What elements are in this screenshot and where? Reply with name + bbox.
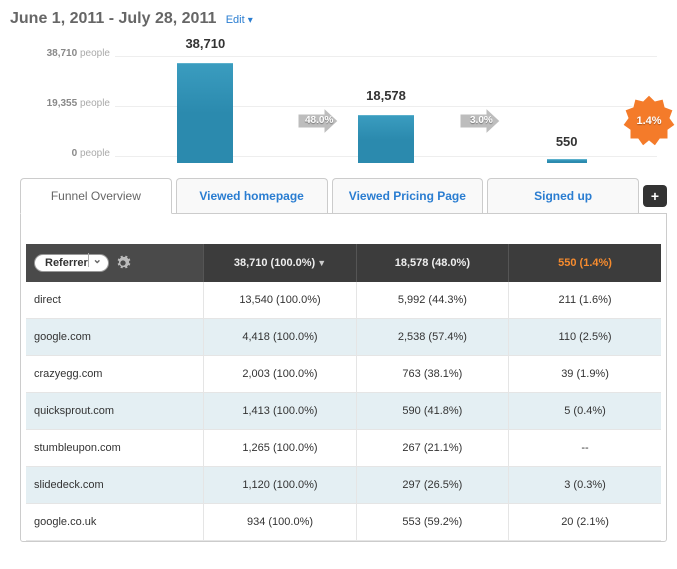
metric-cell: 1,265 (100.0%) (204, 430, 356, 467)
y-tick-num: 38,710 (47, 48, 78, 59)
metric-cell: 1,413 (100.0%) (204, 393, 356, 430)
y-tick-suffix: people (80, 98, 110, 109)
metric-cell: 763 (38.1%) (356, 356, 508, 393)
tab-funnel-overview[interactable]: Funnel Overview (20, 178, 172, 214)
arrow-label: 3.0% (470, 115, 493, 126)
add-tab-label: + (651, 188, 659, 204)
tab-label: Viewed homepage (199, 189, 303, 203)
edit-link[interactable]: Edit ▾ (226, 14, 253, 26)
bar-label: 18,578 (298, 88, 475, 103)
table-row: slidedeck.com1,120 (100.0%)297 (26.5%)3 … (26, 467, 661, 504)
add-tab-button[interactable]: + (643, 185, 667, 207)
col-header-step1[interactable]: 38,710 (100.0%)▼ (204, 244, 356, 282)
metric-cell: -- (509, 430, 661, 467)
gear-icon[interactable] (115, 255, 131, 271)
metric-cell: 267 (21.1%) (356, 430, 508, 467)
table-row: quicksprout.com1,413 (100.0%)590 (41.8%)… (26, 393, 661, 430)
metric-cell: 5 (0.4%) (509, 393, 661, 430)
completion-badge: 1.4% (621, 93, 677, 149)
metric-cell: 13,540 (100.0%) (204, 282, 356, 319)
table-row: crazyegg.com2,003 (100.0%)763 (38.1%)39 … (26, 356, 661, 393)
tab-viewed-homepage[interactable]: Viewed homepage (176, 178, 328, 214)
col-header-label: 38,710 (100.0%) (234, 257, 315, 269)
metric-cell: 39 (1.9%) (509, 356, 661, 393)
caret-down-icon: ▼ (317, 258, 326, 268)
referrer-cell: quicksprout.com (26, 393, 204, 430)
y-tick-num: 0 (72, 148, 78, 159)
bar-label: 38,710 (117, 36, 294, 51)
funnel-table: Referrer 38,710 (100.0%)▼ 18,578 (48.0%)… (26, 244, 661, 541)
dimension-select[interactable]: Referrer (34, 254, 109, 272)
bar (358, 115, 414, 163)
metric-cell: 5,992 (44.3%) (356, 282, 508, 319)
caret-down-icon: ▾ (248, 15, 253, 26)
bars-container: 38,710 18,578 550 (115, 48, 657, 178)
table-header-row: Referrer 38,710 (100.0%)▼ 18,578 (48.0%)… (26, 244, 661, 282)
referrer-cell: google.com (26, 319, 204, 356)
dimension-select-label: Referrer (45, 257, 88, 269)
table-row: stumbleupon.com1,265 (100.0%)267 (21.1%)… (26, 430, 661, 467)
y-axis: 38,710 people 19,355 people 0 people (20, 48, 110, 178)
referrer-cell: direct (26, 282, 204, 319)
referrer-cell: stumbleupon.com (26, 430, 204, 467)
metric-cell: 4,418 (100.0%) (204, 319, 356, 356)
bar-col: 38,710 (117, 48, 294, 178)
header: June 1, 2011 - July 28, 2011 Edit ▾ (10, 10, 677, 28)
metric-cell: 3 (0.3%) (509, 467, 661, 504)
funnel-chart: 38,710 people 19,355 people 0 people 38,… (20, 48, 657, 178)
metric-cell: 2,003 (100.0%) (204, 356, 356, 393)
completion-badge-label: 1.4% (636, 115, 661, 127)
table-body: direct13,540 (100.0%)5,992 (44.3%)211 (1… (26, 282, 661, 541)
referrer-cell: slidedeck.com (26, 467, 204, 504)
tabs: Funnel Overview Viewed homepage Viewed P… (20, 178, 667, 214)
tab-signed-up[interactable]: Signed up (487, 178, 639, 214)
col-header-step2[interactable]: 18,578 (48.0%) (356, 244, 508, 282)
metric-cell: 110 (2.5%) (509, 319, 661, 356)
tab-label: Signed up (534, 189, 592, 203)
table-wrap: Referrer 38,710 (100.0%)▼ 18,578 (48.0%)… (20, 213, 667, 542)
dimension-header: Referrer (26, 244, 204, 282)
y-tick-num: 19,355 (47, 98, 78, 109)
bar (177, 63, 233, 163)
table-row: direct13,540 (100.0%)5,992 (44.3%)211 (1… (26, 282, 661, 319)
metric-cell: 934 (100.0%) (204, 504, 356, 541)
y-tick-suffix: people (80, 148, 110, 159)
col-header-step3[interactable]: 550 (1.4%) (509, 244, 661, 282)
y-tick-suffix: people (80, 48, 110, 59)
referrer-cell: google.co.uk (26, 504, 204, 541)
metric-cell: 297 (26.5%) (356, 467, 508, 504)
bar (547, 159, 587, 163)
metric-cell: 20 (2.1%) (509, 504, 661, 541)
metric-cell: 2,538 (57.4%) (356, 319, 508, 356)
date-range: June 1, 2011 - July 28, 2011 (10, 10, 216, 27)
metric-cell: 211 (1.6%) (509, 282, 661, 319)
table-row: google.com4,418 (100.0%)2,538 (57.4%)110… (26, 319, 661, 356)
referrer-cell: crazyegg.com (26, 356, 204, 393)
arrow-label: 48.0% (305, 115, 333, 126)
table-row: google.co.uk934 (100.0%)553 (59.2%)20 (2… (26, 504, 661, 541)
col-header-label: 18,578 (48.0%) (395, 257, 470, 269)
tab-label: Funnel Overview (51, 189, 141, 203)
tab-viewed-pricing[interactable]: Viewed Pricing Page (332, 178, 484, 214)
metric-cell: 553 (59.2%) (356, 504, 508, 541)
col-header-label: 550 (1.4%) (558, 257, 612, 269)
metric-cell: 1,120 (100.0%) (204, 467, 356, 504)
edit-link-label: Edit (226, 14, 245, 26)
tab-label: Viewed Pricing Page (349, 189, 466, 203)
metric-cell: 590 (41.8%) (356, 393, 508, 430)
